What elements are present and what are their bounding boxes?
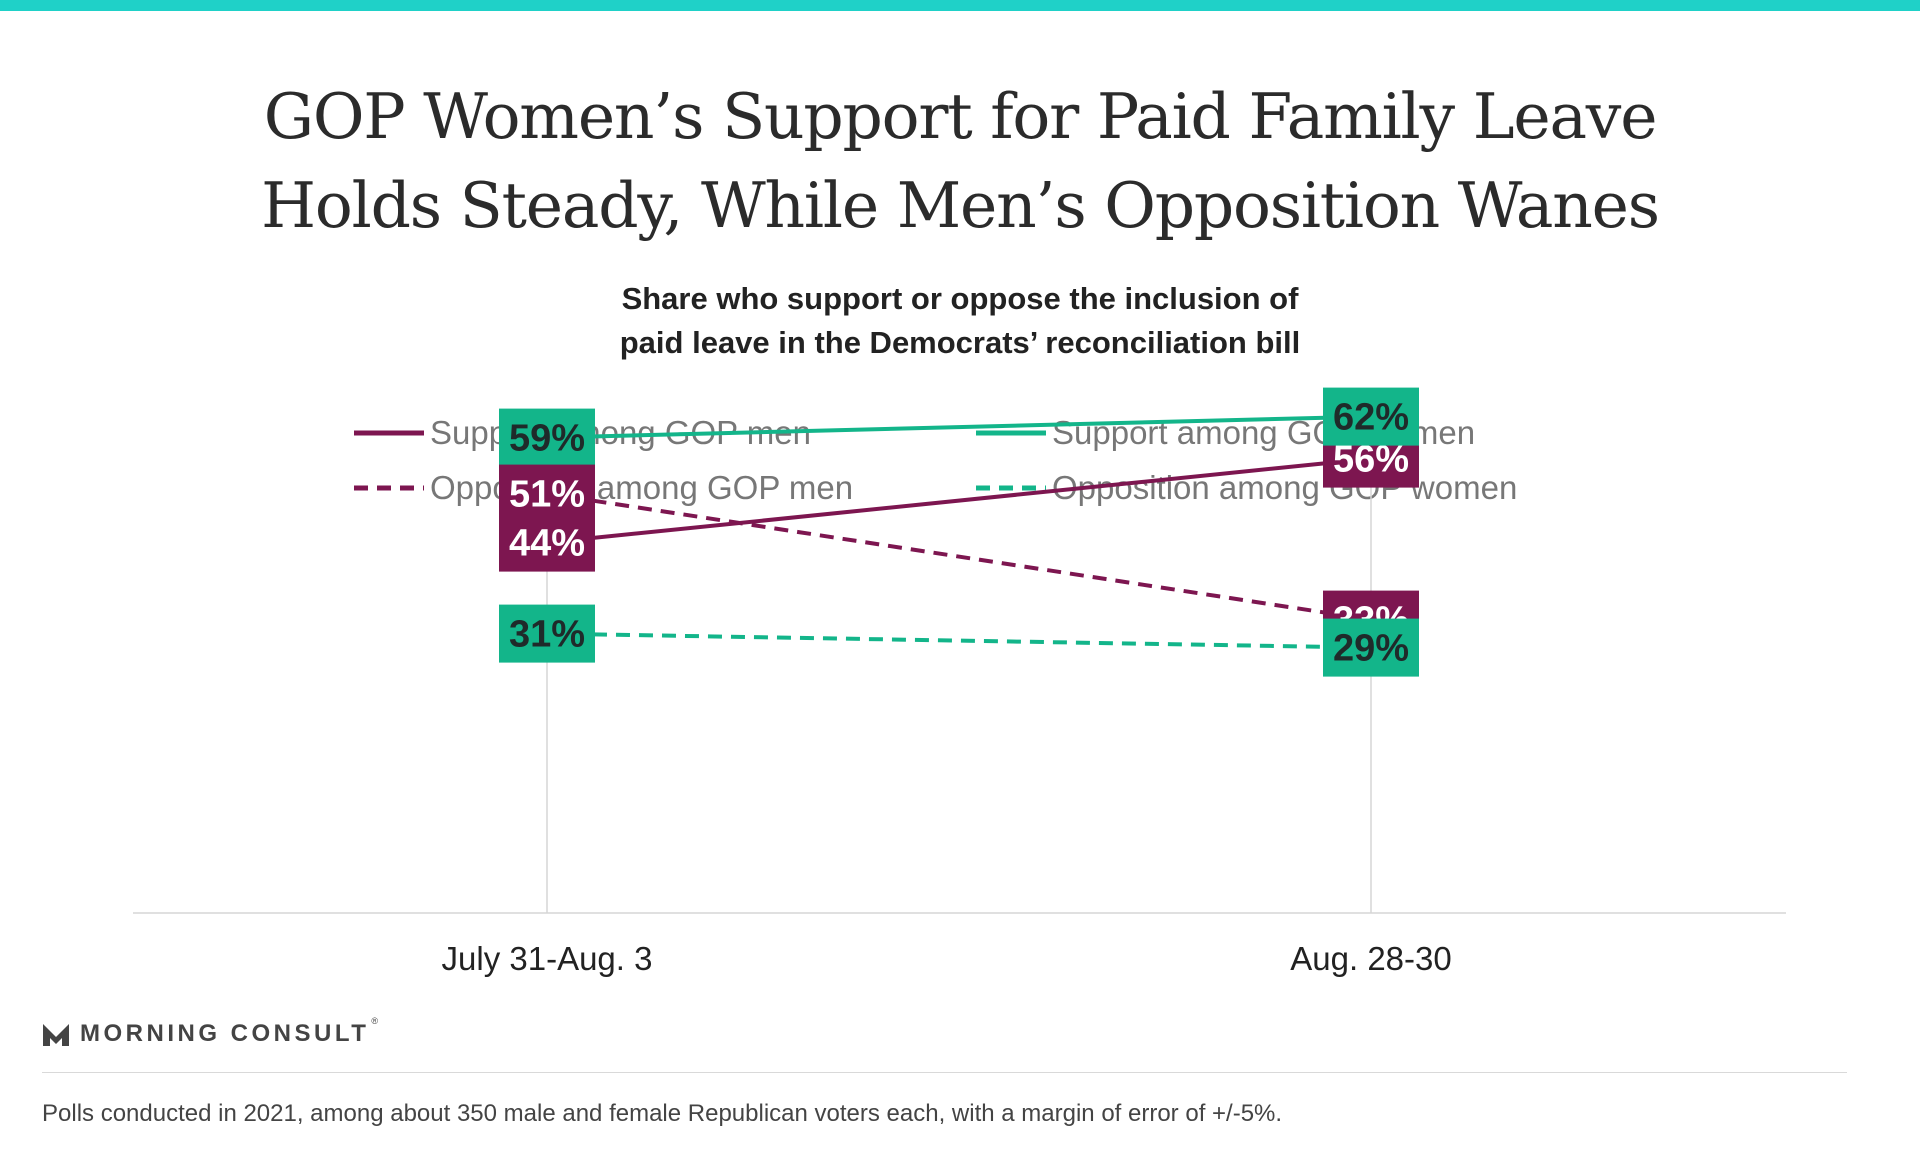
legend-item-opposition-women: Opposition among GOP women	[974, 468, 1517, 508]
data-label-men-opposition-1: 51%	[499, 464, 595, 523]
data-label-box	[499, 464, 595, 523]
series-line-support-men	[546, 456, 1372, 545]
chart-data-labels: 44%56%59%62%51%33%31%29%	[499, 387, 1419, 677]
legend-swatch-opposition-men	[354, 485, 424, 491]
chart-series-lines	[546, 414, 1372, 650]
chart-subtitle-line-2: paid leave in the Democrats’ reconciliat…	[619, 325, 1301, 360]
series-line-opposition-men	[546, 491, 1372, 622]
legend-swatch-support-women	[976, 430, 1046, 436]
data-label-women-support-2: 62%	[1323, 387, 1419, 446]
legend-label-opposition-women: Opposition among GOP women	[1052, 469, 1518, 506]
morning-consult-logo-icon	[43, 1024, 69, 1046]
data-label-men-support-1: 44%	[499, 513, 595, 572]
legend-swatch-support-men	[354, 430, 424, 436]
data-label-text: 59%	[509, 418, 585, 460]
chart-subtitle: Share who support or oppose the inclusio…	[0, 277, 1920, 365]
series-line-support-women	[546, 414, 1372, 440]
data-label-women-opposition-2: 29%	[1323, 618, 1419, 677]
chart-title-line-1: GOP Women’s Support for Paid Family Leav…	[263, 80, 1658, 153]
data-label-box	[1323, 387, 1419, 446]
chart-title-line-2: Holds Steady, While Men’s Opposition Wan…	[261, 169, 1660, 242]
data-label-box	[1323, 618, 1419, 677]
footer-divider	[42, 1072, 1847, 1073]
data-label-text: 31%	[509, 614, 585, 656]
brand-logo-text: MORNING CONSULT	[80, 1020, 370, 1047]
x-tick-label: July 31-Aug. 3	[442, 940, 653, 977]
brand-logo: MORNING CONSULT ®	[42, 1016, 378, 1052]
series-line-opposition-women	[546, 631, 1372, 650]
data-label-women-opposition-1: 31%	[499, 604, 595, 663]
chart-title: GOP Women’s Support for Paid Family Leav…	[0, 72, 1920, 250]
data-label-women-support-1: 59%	[499, 408, 595, 467]
data-label-box	[499, 513, 595, 572]
data-label-text: 62%	[1333, 397, 1409, 439]
brand-logo-registered-mark: ®	[371, 1016, 379, 1026]
chart-x-ticks: July 31-Aug. 3 Aug. 28-30	[442, 940, 1452, 977]
data-label-text: 51%	[509, 474, 585, 516]
legend-swatch-opposition-women	[976, 485, 1046, 491]
data-label-text: 44%	[509, 523, 585, 565]
chart-subtitle-line-1: Share who support or oppose the inclusio…	[621, 281, 1299, 316]
data-label-text: 29%	[1333, 628, 1409, 670]
chart-gridlines	[133, 416, 1786, 914]
x-tick-label: Aug. 28-30	[1290, 940, 1451, 977]
data-label-box	[499, 408, 595, 467]
data-label-box	[499, 604, 595, 663]
footnote: Polls conducted in 2021, among about 350…	[42, 1100, 1283, 1127]
accent-bar	[0, 0, 1920, 11]
